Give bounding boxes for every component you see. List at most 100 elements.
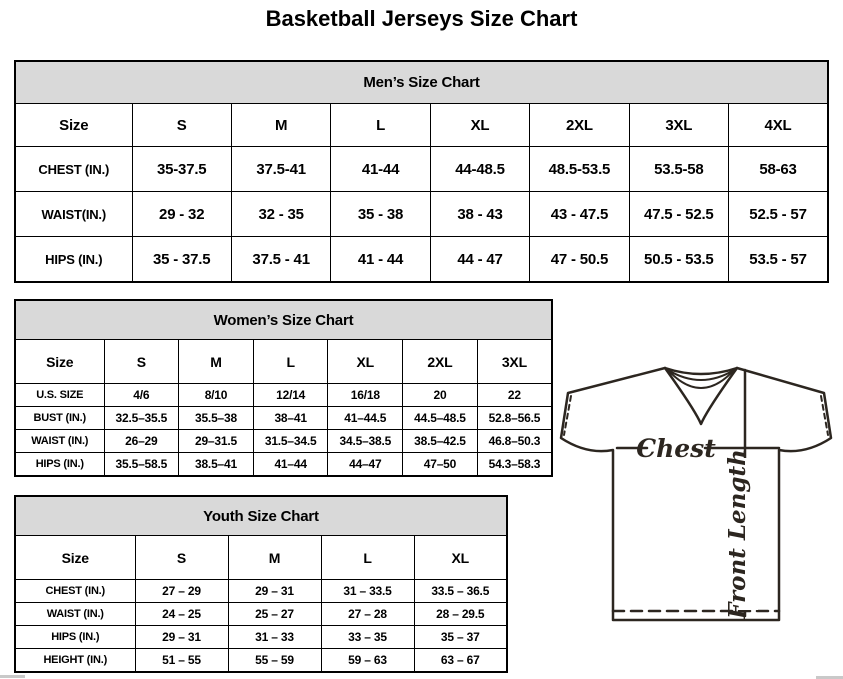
size-cell: 41–44.5 — [327, 406, 404, 430]
size-cell: 8/10 — [178, 383, 254, 407]
size-cell: 35 - 38 — [330, 191, 431, 237]
size-cell: 16/18 — [327, 383, 404, 407]
size-cell: 47.5 - 52.5 — [628, 191, 730, 237]
size-cell: 25 – 27 — [227, 602, 322, 626]
size-cell: 32 - 35 — [230, 191, 332, 237]
size-cell: 12/14 — [252, 383, 329, 407]
jersey-icon: Chest Front Length — [559, 366, 833, 622]
size-cell: 22 — [476, 383, 553, 407]
table-row: HIPS (IN.) 35 - 37.5 37.5 - 41 41 - 44 44 - … — [14, 236, 829, 283]
size-cell: 44 - 47 — [429, 236, 531, 283]
horizontal-scrollbar-fragment-right[interactable] — [816, 676, 843, 679]
size-cell: 47–50 — [402, 452, 478, 477]
size-cell: 31.5–34.5 — [252, 429, 329, 453]
size-cell: 44-48.5 — [429, 146, 531, 192]
size-cell: 4/6 — [103, 383, 180, 407]
size-cell: 35.5–38 — [178, 406, 254, 430]
chest-label: Chest — [636, 434, 716, 463]
size-cell: 44.5–48.5 — [402, 406, 478, 430]
column-header: M — [227, 535, 322, 580]
row-label: CHEST (IN.) — [14, 579, 136, 603]
row-label: HIPS (IN.) — [14, 236, 133, 283]
size-cell: 41 - 44 — [330, 236, 431, 283]
column-header: 3XL — [628, 103, 730, 147]
size-cell: 46.8–50.3 — [476, 429, 553, 453]
column-header: 2XL — [529, 103, 630, 147]
size-cell: 35-37.5 — [131, 146, 232, 192]
womens-size-table: Women’s Size Chart Size S M L XL 2XL 3XL U.S. SI… — [14, 299, 553, 477]
column-header: Size — [14, 339, 105, 384]
size-cell: 33 – 35 — [320, 625, 415, 649]
column-header: 4XL — [728, 103, 829, 147]
column-header: Size — [14, 535, 136, 580]
size-cell: 58-63 — [728, 146, 829, 192]
size-cell: 55 – 59 — [227, 648, 322, 673]
size-cell: 32.5–35.5 — [103, 406, 180, 430]
size-cell: 37.5-41 — [230, 146, 332, 192]
table-row: BUST (IN.) 32.5–35.5 35.5–38 38–41 41–44.5 44… — [14, 406, 553, 430]
size-cell: 47 - 50.5 — [529, 236, 630, 283]
table-row: U.S. SIZE 4/6 8/10 12/14 16/18 20 22 — [14, 383, 553, 407]
size-cell: 50.5 - 53.5 — [628, 236, 730, 283]
column-header: Size — [14, 103, 133, 147]
size-cell: 51 – 55 — [134, 648, 229, 673]
size-cell: 43 - 47.5 — [529, 191, 630, 237]
table-row: WAIST (IN.) 26–29 29–31.5 31.5–34.5 34.5–38.… — [14, 429, 553, 453]
size-cell: 29 – 31 — [227, 579, 322, 603]
size-cell: 33.5 – 36.5 — [413, 579, 508, 603]
column-header: 3XL — [476, 339, 553, 384]
size-cell: 44–47 — [327, 452, 404, 477]
size-cell: 35 – 37 — [413, 625, 508, 649]
row-label: CHEST (IN.) — [14, 146, 133, 192]
size-cell: 52.5 - 57 — [728, 191, 829, 237]
table-row: WAIST (IN.) 24 – 25 25 – 27 27 – 28 28 – 29.… — [14, 602, 508, 626]
table-row: HIPS (IN.) 35.5–58.5 38.5–41 41–44 44–47 47–5… — [14, 452, 553, 477]
column-header: S — [134, 535, 229, 580]
horizontal-scrollbar-fragment-left[interactable] — [0, 675, 25, 678]
size-cell: 37.5 - 41 — [230, 236, 332, 283]
size-cell: 26–29 — [103, 429, 180, 453]
table-row: HIPS (IN.) 29 – 31 31 – 33 33 – 35 35 – 37 — [14, 625, 508, 649]
row-label: WAIST (IN.) — [14, 602, 136, 626]
size-cell: 29 – 31 — [134, 625, 229, 649]
size-cell: 38.5–42.5 — [402, 429, 478, 453]
mens-size-table: Men’s Size Chart Size S M L XL 2XL 3XL 4XL CHEST … — [14, 60, 829, 283]
column-header: XL — [413, 535, 508, 580]
front-length-label: Front Length — [724, 449, 751, 620]
row-label: HIPS (IN.) — [14, 625, 136, 649]
column-header: M — [230, 103, 332, 147]
row-label: HIPS (IN.) — [14, 452, 105, 477]
table-title: Men’s Size Chart — [14, 60, 829, 104]
row-label: WAIST (IN.) — [14, 429, 105, 453]
size-cell: 48.5-53.5 — [529, 146, 630, 192]
table-row: HEIGHT (IN.) 51 – 55 55 – 59 59 – 63 63 – 67 — [14, 648, 508, 673]
size-cell: 54.3–58.3 — [476, 452, 553, 477]
size-cell: 59 – 63 — [320, 648, 415, 673]
table-row: CHEST (IN.) 27 – 29 29 – 31 31 – 33.5 33.5 –… — [14, 579, 508, 603]
size-cell: 38–41 — [252, 406, 329, 430]
size-cell: 53.5 - 57 — [728, 236, 829, 283]
size-cell: 52.8–56.5 — [476, 406, 553, 430]
size-cell: 53.5-58 — [628, 146, 730, 192]
size-cell: 34.5–38.5 — [327, 429, 404, 453]
row-label: HEIGHT (IN.) — [14, 648, 136, 673]
table-row: CHEST (IN.) 35-37.5 37.5-41 41-44 44-48.5 48.… — [14, 146, 829, 192]
column-header: XL — [429, 103, 531, 147]
column-header: L — [252, 339, 329, 384]
page-title: Basketball Jerseys Size Chart — [265, 6, 578, 31]
row-label: BUST (IN.) — [14, 406, 105, 430]
size-cell: 27 – 29 — [134, 579, 229, 603]
size-cell: 29 - 32 — [131, 191, 232, 237]
table-title: Youth Size Chart — [14, 495, 508, 536]
column-header: L — [320, 535, 415, 580]
size-cell: 35.5–58.5 — [103, 452, 180, 477]
size-cell: 41–44 — [252, 452, 329, 477]
size-cell: 20 — [402, 383, 478, 407]
row-label: U.S. SIZE — [14, 383, 105, 407]
row-label: WAIST(IN.) — [14, 191, 133, 237]
size-cell: 35 - 37.5 — [131, 236, 232, 283]
size-cell: 38.5–41 — [178, 452, 254, 477]
size-cell: 38 - 43 — [429, 191, 531, 237]
column-header: S — [131, 103, 232, 147]
column-header: S — [103, 339, 180, 384]
